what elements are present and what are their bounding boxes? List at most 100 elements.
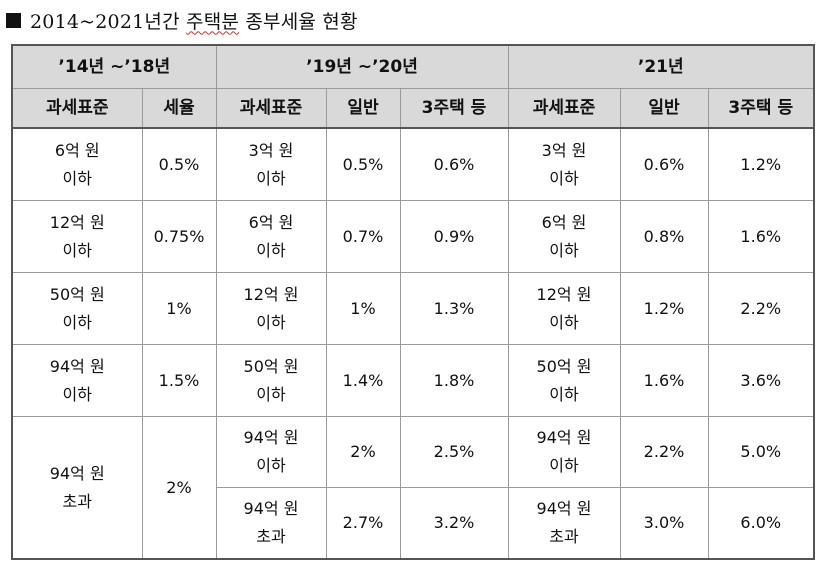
base-qualifier: 초과 [549,527,579,546]
base-qualifier: 이하 [62,312,92,332]
p1-rate-cell: 0.5% [141,127,217,201]
table-row: 94억 원 이하 1.5% 50억 원 이하 1.4% 1.8% 50억 원 이하 1… [11,344,815,417]
base-amount: 12억 원 [243,284,299,304]
base-qualifier: 이하 [549,168,579,188]
title-suffix: 종부세율 현황 [245,10,358,33]
base-qualifier: 이하 [256,168,286,188]
base-qualifier: 이하 [256,240,286,260]
p3-multi-cell: 1.2% [707,127,815,201]
p2-multi-cell: 2.5% [399,416,509,488]
p2-multi-cell: 3.2% [399,487,509,560]
period-header-row: ’14년 ~’18년 ’19년 ~’20년 ’21년 [11,44,815,89]
p2-general-cell: 1.4% [325,344,401,417]
base-amount: 94억 원 [49,463,105,483]
title-prefix: 2014~2021년간 [30,10,180,33]
header-p2-general: 일반 [325,88,401,129]
base-amount: 94억 원 [243,428,299,447]
base-amount: 3억 원 [541,140,587,160]
base-qualifier: 이하 [62,168,92,188]
header-p3-base: 과세표준 [507,88,621,129]
p1-rate-cell: 0.75% [141,200,217,273]
base-qualifier: 이하 [256,384,286,404]
p1-rate-cell: 2% [141,416,217,560]
base-amount: 50억 원 [49,284,105,304]
p2-multi-cell: 1.3% [399,272,509,345]
p3-base-cell: 94억 원 초과 [507,487,621,560]
base-qualifier: 이하 [256,456,286,475]
title-text: 2014~2021년간 주택분 종부세율 현황 [30,7,358,34]
p3-multi-cell: 2.2% [707,272,815,345]
p3-multi-cell: 1.6% [707,200,815,273]
table-row: 50억 원 이하 1% 12억 원 이하 1% 1.3% 12억 원 이하 1.2% … [11,272,815,345]
p3-general-cell: 0.6% [619,127,709,201]
p2-multi-cell: 0.9% [399,200,509,273]
p1-rate-cell: 1% [141,272,217,345]
document-title: 2014~2021년간 주택분 종부세율 현황 [6,4,358,36]
p2-general-cell: 1% [325,272,401,345]
base-qualifier: 초과 [256,527,286,546]
p3-general-cell: 3.0% [619,487,709,560]
p3-general-cell: 2.2% [619,416,709,488]
base-amount: 12억 원 [49,212,105,232]
p2-general-cell: 0.5% [325,127,401,201]
p2-multi-cell: 0.6% [399,127,509,201]
p3-multi-cell: 6.0% [707,487,815,560]
period-2019-2020: ’19년 ~’20년 [215,44,509,89]
p1-rate-cell: 1.5% [141,344,217,417]
header-p3-multi: 3주택 등 [707,88,815,129]
p2-general-cell: 2.7% [325,487,401,560]
base-amount: 6억 원 [541,212,587,232]
base-qualifier: 이하 [256,312,286,332]
header-p1-base: 과세표준 [11,88,143,129]
p3-multi-cell: 5.0% [707,416,815,488]
base-qualifier: 이하 [62,384,92,404]
base-amount: 6억 원 [54,140,100,160]
p2-general-cell: 2% [325,416,401,488]
bullet-square-icon [6,13,21,28]
p3-general-cell: 1.2% [619,272,709,345]
base-amount: 12억 원 [536,284,592,304]
header-p2-multi: 3주택 등 [399,88,509,129]
base-qualifier: 이하 [549,240,579,260]
p3-multi-cell: 3.6% [707,344,815,417]
period-2021: ’21년 [507,44,815,89]
title-emphasis: 주택분 [186,10,240,33]
base-qualifier: 이하 [549,312,579,332]
base-qualifier: 이하 [62,240,92,260]
base-qualifier: 초과 [62,491,92,511]
base-amount: 50억 원 [536,356,592,376]
base-amount: 3억 원 [248,140,294,160]
column-header-row: 과세표준 세율 과세표준 일반 3주택 등 과세표준 일반 3주택 등 [11,88,815,129]
p2-multi-cell: 1.8% [399,344,509,417]
p3-base-cell: 94억 원 이하 [507,416,621,488]
table-row: 94억 원 초과 2.7% 3.2% 94억 원 초과 3.0% 6.0% [12,487,815,560]
base-amount: 94억 원 [243,499,299,518]
base-qualifier: 이하 [549,384,579,404]
p3-general-cell: 0.8% [619,200,709,273]
base-amount: 94억 원 [536,428,592,447]
header-p2-base: 과세표준 [215,88,327,129]
base-amount: 6억 원 [248,212,294,232]
base-amount: 94억 원 [49,356,105,376]
tax-rate-table: ’14년 ~’18년 ’19년 ~’20년 ’21년 과세표준 세율 과세표준 … [11,44,816,560]
table-row: 94억 원 초과 2% 94억 원 이하 2% 2.5% 94억 원 이하 2.2% … [11,416,815,560]
period-2014-2018: ’14년 ~’18년 [11,44,217,89]
base-amount: 50억 원 [243,356,299,376]
header-p1-rate: 세율 [141,88,217,129]
p2-general-cell: 0.7% [325,200,401,273]
